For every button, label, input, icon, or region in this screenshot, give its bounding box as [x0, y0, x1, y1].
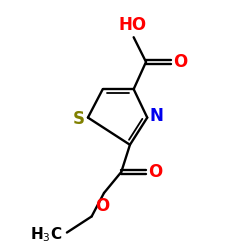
Text: HO: HO	[118, 16, 146, 34]
Text: O: O	[95, 197, 109, 215]
Text: N: N	[150, 107, 164, 125]
Text: O: O	[148, 163, 162, 181]
Text: S: S	[72, 110, 85, 128]
Text: O: O	[173, 53, 187, 71]
Text: H$_3$C: H$_3$C	[30, 226, 62, 244]
